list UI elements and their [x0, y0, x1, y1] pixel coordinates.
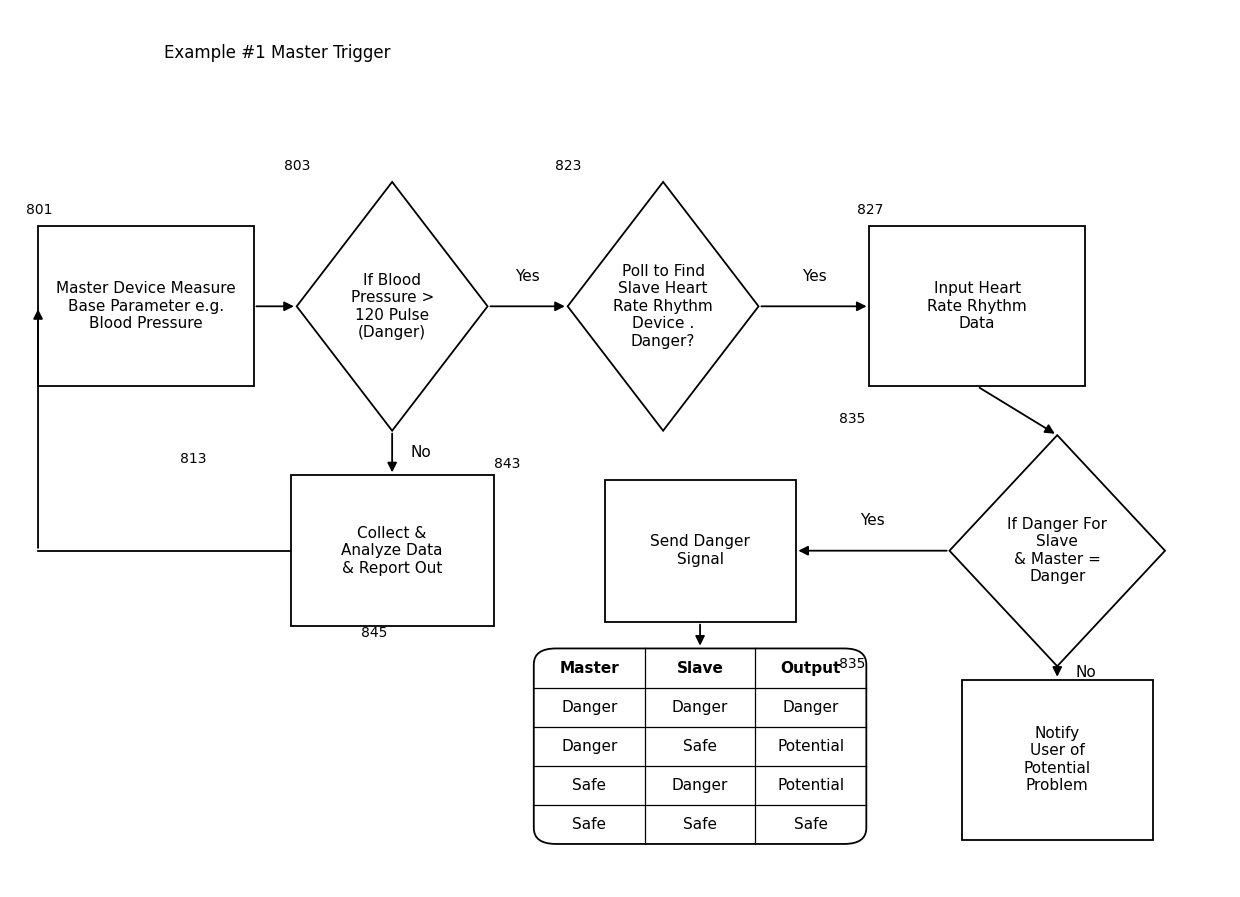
Text: Poll to Find
Slave Heart
Rate Rhythm
Device .
Danger?: Poll to Find Slave Heart Rate Rhythm Dev… — [614, 264, 713, 349]
FancyBboxPatch shape — [38, 226, 253, 387]
FancyBboxPatch shape — [605, 480, 796, 622]
Text: Example #1 Master Trigger: Example #1 Master Trigger — [164, 44, 391, 62]
FancyBboxPatch shape — [962, 680, 1153, 840]
Text: Yes: Yes — [801, 269, 826, 284]
Text: Safe: Safe — [683, 817, 717, 832]
Text: Notify
User of
Potential
Problem: Notify User of Potential Problem — [1024, 726, 1091, 793]
Text: Input Heart
Rate Rhythm
Data: Input Heart Rate Rhythm Data — [928, 282, 1027, 331]
Polygon shape — [950, 435, 1166, 666]
Text: Potential: Potential — [777, 739, 844, 753]
Text: 803: 803 — [284, 159, 311, 173]
Text: Master: Master — [559, 660, 619, 675]
Text: No: No — [410, 446, 432, 460]
Text: Output: Output — [781, 660, 841, 675]
Text: Safe: Safe — [572, 817, 606, 832]
Text: 835: 835 — [838, 657, 866, 671]
Text: No: No — [1076, 666, 1096, 681]
Text: Safe: Safe — [794, 817, 828, 832]
Text: If Danger For
Slave
& Master =
Danger: If Danger For Slave & Master = Danger — [1007, 517, 1107, 584]
Text: Potential: Potential — [777, 778, 844, 793]
FancyBboxPatch shape — [533, 649, 867, 844]
Text: 823: 823 — [556, 159, 582, 173]
Text: 845: 845 — [361, 625, 388, 640]
Text: Slave: Slave — [677, 660, 723, 675]
Text: 835: 835 — [838, 413, 866, 426]
Polygon shape — [568, 182, 759, 431]
Text: Master Device Measure
Base Parameter e.g.
Blood Pressure: Master Device Measure Base Parameter e.g… — [56, 282, 236, 331]
FancyBboxPatch shape — [290, 475, 494, 626]
Text: Yes: Yes — [516, 269, 539, 284]
Polygon shape — [296, 182, 487, 431]
Text: 827: 827 — [857, 204, 883, 217]
Text: Danger: Danger — [672, 778, 728, 793]
Text: Danger: Danger — [782, 700, 839, 715]
FancyBboxPatch shape — [869, 226, 1085, 387]
Text: 843: 843 — [494, 457, 520, 471]
Text: Safe: Safe — [572, 778, 606, 793]
Text: Danger: Danger — [560, 700, 618, 715]
Text: 813: 813 — [180, 452, 206, 466]
Text: Yes: Yes — [861, 513, 885, 528]
Text: Danger: Danger — [560, 739, 618, 753]
Text: Danger: Danger — [672, 700, 728, 715]
Text: Send Danger
Signal: Send Danger Signal — [650, 535, 750, 567]
Text: 801: 801 — [26, 204, 52, 217]
Text: Safe: Safe — [683, 739, 717, 753]
Text: If Blood
Pressure >
120 Pulse
(Danger): If Blood Pressure > 120 Pulse (Danger) — [351, 273, 434, 340]
Text: Collect &
Analyze Data
& Report Out: Collect & Analyze Data & Report Out — [341, 526, 443, 576]
